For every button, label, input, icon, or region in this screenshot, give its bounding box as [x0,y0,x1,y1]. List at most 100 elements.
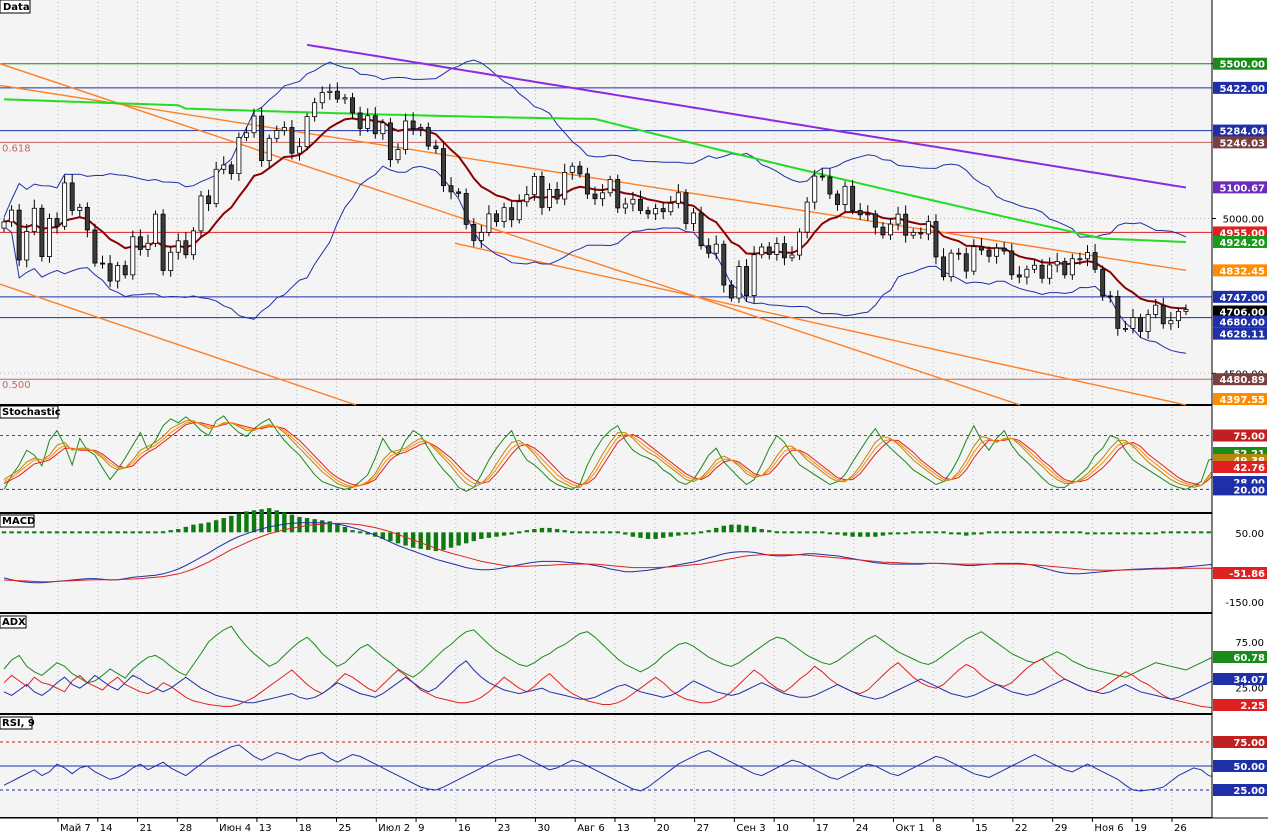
macd-histogram-bar [903,532,908,535]
candle-body [304,116,310,148]
macd-histogram-bar [729,524,734,533]
candle-body [675,192,681,204]
axis-background [1212,613,1268,714]
macd-histogram-bar [1183,531,1189,534]
macd-histogram-bar [797,531,802,534]
candle-body [228,164,234,175]
rsi-value-label: 25.00 [1233,786,1265,797]
candle-body [691,212,696,224]
candle-body [1009,250,1015,276]
time-tick-label: 25 [339,823,352,834]
macd-histogram-bar [1100,532,1105,535]
adx-axis-label: 25.00 [1235,683,1264,694]
macd-histogram-bar [827,532,833,535]
candle-body [577,165,583,175]
price-label: 5284.04 [1219,127,1265,138]
macd-histogram-bar [623,532,628,535]
candle-body [281,127,287,131]
macd-histogram-bar [1108,532,1113,535]
stochastic-panel[interactable] [0,415,1217,492]
candle-body [592,193,598,200]
macd-histogram-bar [509,532,514,535]
candle-body [456,191,462,194]
price-label-bg [1213,290,1267,303]
macd-histogram-bar [865,532,870,537]
candle-body [903,213,909,236]
price-label: 5246.03 [1219,138,1265,149]
macd-histogram-bar [85,531,90,534]
macd-histogram-bar [706,530,711,533]
candle-body [107,263,113,282]
macd-histogram-bar [138,531,143,534]
adx-line [3,658,1217,709]
time-tick-label: 28 [179,823,192,834]
macd-histogram-bar [1062,531,1067,534]
macd-histogram-bar [244,511,249,533]
candle-body [334,90,340,100]
macd-panel[interactable] [1,508,1239,584]
stochastic-value-label-bg [1213,461,1267,473]
price-label-bg [1213,373,1267,386]
macd-histogram-bar [517,531,522,534]
macd-histogram-bar [39,531,45,534]
macd-histogram-bar [471,532,476,542]
candle-body [1175,310,1181,322]
candle-body [190,230,196,256]
candle-body [77,206,83,211]
candle-body [448,185,454,193]
stochastic-value-label: 42.76 [1233,463,1265,474]
macd-histogram-bar [532,529,537,533]
time-tick-label: 10 [776,823,789,834]
macd-histogram-bar [660,532,666,538]
candle-body [994,247,1000,257]
macd-histogram-bar [1,531,7,534]
macd-histogram-bar [1123,532,1128,535]
candle-body [759,246,765,256]
price-panel[interactable]: 0.618 0.500 [0,43,1212,406]
macd-histogram-bar [994,531,999,534]
candle-body [130,236,136,276]
candle-body [259,115,265,162]
candle-body [895,213,901,225]
macd-histogram-bar [767,530,772,533]
time-tick-label: 20 [657,823,670,834]
time-tick-label: 18 [299,823,312,834]
price-axis: 5500.005000.004500.005500.005422.005284.… [1211,0,1268,818]
price-label-bg [1213,315,1267,328]
macd-histogram-bar [585,531,590,534]
macd-histogram-bar [100,531,105,534]
macd-line [3,522,1224,584]
candle-body [46,218,52,257]
candle-body [1100,268,1106,297]
macd-histogram-bar [395,532,401,544]
rsi-panel[interactable] [0,741,1247,792]
candle-body [236,136,242,175]
macd-histogram-bar [92,531,98,534]
candle-body [84,206,90,231]
adx-panel[interactable] [3,625,1217,709]
adx-line [3,625,1217,684]
macd-histogram-bar [842,532,848,536]
price-label-bg [1213,136,1267,149]
macd-histogram-bar [24,531,29,534]
macd-histogram-bar [1001,531,1007,534]
candle-body [251,115,257,134]
macd-histogram-bar [62,531,67,534]
axis-tick-label: 5000.00 [1223,215,1264,226]
candle-body [327,90,333,93]
macd-histogram-bar [373,532,378,537]
candle-body [425,127,431,147]
candle-body [440,148,446,187]
candle-body [478,232,484,241]
macd-histogram-bar [198,523,204,533]
macd-histogram-bar [433,532,439,552]
candle-body [1122,327,1128,330]
macd-histogram-bar [804,531,810,534]
rsi-value-label: 75.00 [1233,738,1265,749]
candle-body [198,195,204,232]
time-tick-label: 17 [816,823,829,834]
macd-histogram-bar [600,531,605,534]
candle-body [463,193,469,225]
candle-body [615,179,621,209]
